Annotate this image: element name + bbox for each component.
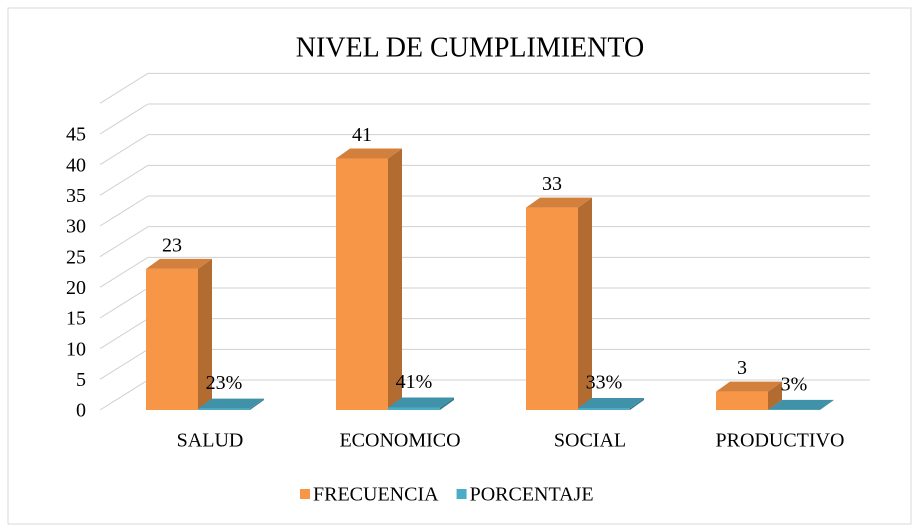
bar-side: [198, 258, 212, 410]
legend-swatch: [300, 489, 310, 499]
y-tick-label: 0: [76, 400, 86, 422]
y-tick-label: 35: [66, 185, 86, 207]
bar-side: [578, 197, 592, 410]
y-tick-label: 10: [66, 338, 86, 360]
grid-side: [99, 134, 149, 166]
data-label: 41: [352, 124, 372, 146]
legend-label: FRECUENCIA: [313, 484, 439, 506]
bar-top: [336, 148, 402, 159]
y-tick-label: 25: [66, 246, 86, 268]
bar: [716, 391, 768, 410]
data-label: 3%: [781, 373, 808, 395]
bar-top: [578, 397, 644, 408]
y-tick-label: 20: [66, 277, 86, 299]
bar-side: [768, 381, 782, 410]
bar: [388, 407, 440, 410]
bar-top: [388, 397, 454, 408]
bar-top: [198, 398, 264, 409]
data-label: 33%: [586, 372, 623, 394]
chart-title: NIVEL DE CUMPLIMIENTO: [296, 32, 644, 63]
x-tick-label: PRODUCTIVO: [716, 430, 845, 452]
bar-side: [250, 398, 264, 410]
x-tick-label: SOCIAL: [554, 430, 626, 452]
y-tick-label: 15: [66, 308, 86, 330]
grid-side: [99, 348, 149, 380]
grid-side: [99, 195, 149, 227]
bar-side: [388, 148, 402, 411]
data-label: 23: [162, 235, 182, 257]
grid-side: [99, 379, 149, 411]
legend-swatch: [456, 489, 467, 499]
bar: [578, 407, 630, 410]
bar: [526, 207, 578, 410]
bar-top: [768, 399, 834, 410]
y-tick-label: 5: [76, 369, 86, 391]
grid-side: [99, 318, 149, 350]
x-tick-label: SALUD: [177, 430, 244, 452]
bar: [336, 158, 388, 410]
bar-top: [146, 258, 212, 269]
bar: [146, 268, 198, 410]
y-tick-label: 40: [66, 154, 86, 176]
bar-side: [630, 397, 644, 410]
data-label: 3: [737, 357, 747, 379]
bar: [198, 408, 250, 410]
grid-side: [99, 103, 149, 135]
data-label: 33: [542, 173, 562, 195]
x-tick-label: ECONOMICO: [339, 430, 460, 452]
grid-side: [99, 164, 149, 196]
data-label: 41%: [396, 371, 433, 393]
grid-side: [99, 256, 149, 288]
bar-top: [526, 197, 592, 208]
grid-side: [99, 226, 149, 258]
grid-side: [99, 72, 149, 104]
bar-side: [820, 399, 834, 410]
legend-label: PORCENTAJE: [470, 484, 594, 506]
bar-side: [440, 397, 454, 410]
data-label: 23%: [206, 372, 243, 394]
bar-top: [716, 381, 782, 392]
y-tick-label: 30: [66, 216, 86, 238]
y-tick-label: 45: [66, 124, 86, 146]
grid-side: [99, 287, 149, 319]
